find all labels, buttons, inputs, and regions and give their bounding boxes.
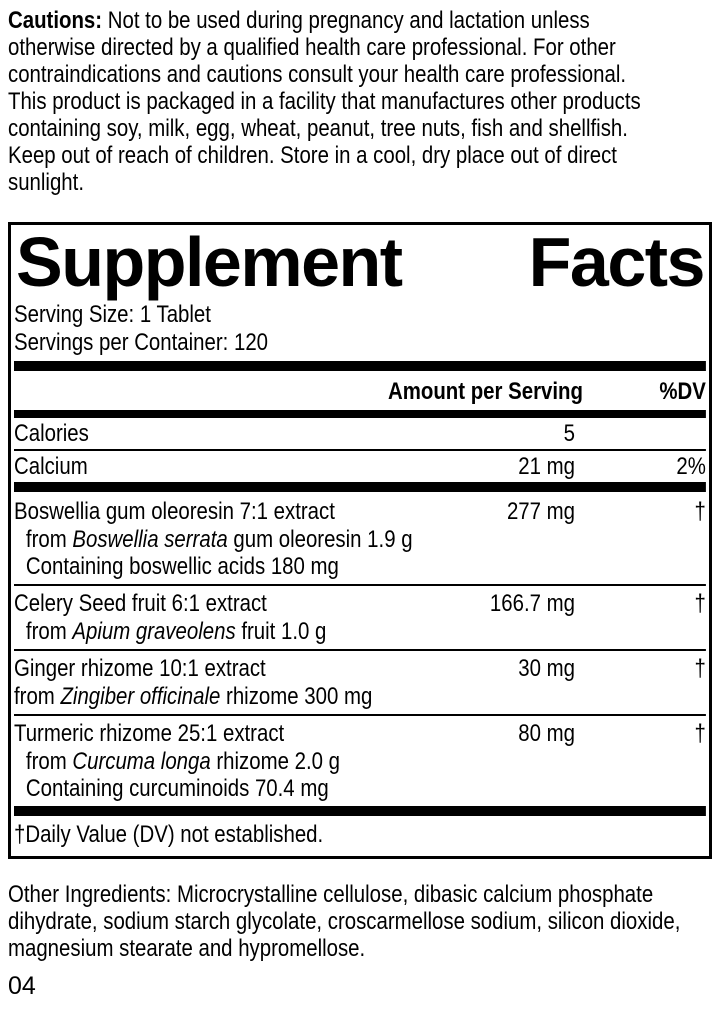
page-number: 04 <box>8 972 36 1000</box>
ingredient-dv-dagger: † <box>694 590 706 617</box>
cautions-line: Cautions: Not to be used during pregnanc… <box>8 7 590 34</box>
thick-separator <box>14 482 706 492</box>
supplement-facts-panel: Supplement Facts Serving Size: 1 Tablet … <box>8 222 712 859</box>
species-name: Curcuma longa <box>72 748 211 775</box>
table-row: Turmeric rhizome 25:1 extract 80 mg † <box>14 719 706 748</box>
ingredient-group: Celery Seed fruit 6:1 extract 166.7 mg †… <box>14 584 706 649</box>
cautions-line: containing soy, milk, egg, wheat, peanut… <box>8 115 628 142</box>
ingredient-amount: 166.7 mg <box>489 590 575 617</box>
table-header-row: Amount per Serving %DV <box>14 371 706 410</box>
ingredient-group: Turmeric rhizome 25:1 extract 80 mg † fr… <box>14 714 706 806</box>
dv-footnote: †Daily Value (DV) not established. <box>14 821 324 848</box>
ingredient-group: Ginger rhizome 10:1 extract 30 mg † from… <box>14 649 706 714</box>
cautions-text: Cautions: Not to be used during pregnanc… <box>8 7 712 196</box>
cautions-line: otherwise directed by a qualified health… <box>8 34 616 61</box>
table-row: Ginger rhizome 10:1 extract 30 mg † <box>14 654 706 683</box>
ingredient-amount: 30 mg <box>518 655 575 682</box>
species-name: Boswellia serrata <box>72 526 228 553</box>
ingredient-source-line: from Zingiber officinale rhizome 300 mg <box>14 683 373 710</box>
other-ingredients-line: dihydrate, sodium starch glycolate, cros… <box>8 908 681 935</box>
ingredient-amount: 80 mg <box>518 720 575 747</box>
nutrient-name: Calories <box>14 420 89 447</box>
serving-info: Serving Size: 1 Tablet Servings per Cont… <box>14 301 706 357</box>
ingredient-name: Turmeric rhizome 25:1 extract <box>14 720 285 747</box>
thick-separator <box>14 361 706 371</box>
ingredient-detail-line: Containing boswellic acids 180 mg <box>25 553 339 580</box>
table-row: Boswellia gum oleoresin 7:1 extract 277 … <box>14 497 706 526</box>
panel-title-left: Supplement <box>16 223 403 301</box>
other-ingredients-line: Other Ingredients: Microcrystalline cell… <box>8 881 654 908</box>
nutrient-amount: 5 <box>563 420 575 447</box>
table-row: Celery Seed fruit 6:1 extract 166.7 mg † <box>14 589 706 618</box>
servings-per-container: Servings per Container: 120 <box>14 329 269 356</box>
ingredient-group: Boswellia gum oleoresin 7:1 extract 277 … <box>14 494 706 584</box>
serving-size: Serving Size: 1 Tablet <box>14 301 211 328</box>
ingredient-dv-dagger: † <box>694 655 706 682</box>
ingredient-name: Celery Seed fruit 6:1 extract <box>14 590 267 617</box>
header-separator <box>14 410 706 418</box>
other-ingredients-line: magnesium stearate and hypromellose. <box>8 935 366 962</box>
nutrient-amount: 21 mg <box>518 453 575 480</box>
thick-separator <box>14 806 706 816</box>
amount-per-serving-header: Amount per Serving <box>388 378 583 405</box>
cautions-line: contraindications and cautions consult y… <box>8 61 627 88</box>
cautions-line: This product is packaged in a facility t… <box>8 88 641 115</box>
table-row: Calcium 21 mg 2% <box>14 451 706 482</box>
nutrient-dv: 2% <box>676 453 706 480</box>
species-name: Zingiber officinale <box>60 683 221 710</box>
ingredient-dv-dagger: † <box>694 720 706 747</box>
cautions-line: Keep out of reach of children. Store in … <box>8 142 617 169</box>
other-ingredients-text: Other Ingredients: Microcrystalline cell… <box>8 881 712 962</box>
ingredient-detail-line: Containing curcuminoids 70.4 mg <box>25 775 329 802</box>
ingredient-amount: 277 mg <box>506 498 575 525</box>
percent-dv-header: %DV <box>659 378 706 405</box>
cautions-label: Cautions: <box>8 7 103 34</box>
ingredient-source-line: from Boswellia serrata gum oleoresin 1.9… <box>25 526 413 553</box>
ingredient-source-line: from Curcuma longa rhizome 2.0 g <box>25 748 340 775</box>
ingredient-name: Ginger rhizome 10:1 extract <box>14 655 266 682</box>
species-name: Apium graveolens <box>72 618 236 645</box>
table-row: Calories 5 <box>14 418 706 451</box>
nutrient-name: Calcium <box>14 453 88 480</box>
ingredient-name: Boswellia gum oleoresin 7:1 extract <box>14 498 335 525</box>
cautions-line: sunlight. <box>8 169 84 196</box>
ingredient-dv-dagger: † <box>694 498 706 525</box>
ingredient-source-line: from Apium graveolens fruit 1.0 g <box>25 618 327 645</box>
panel-title-right: Facts <box>528 223 706 301</box>
panel-title: Supplement Facts <box>14 227 706 299</box>
